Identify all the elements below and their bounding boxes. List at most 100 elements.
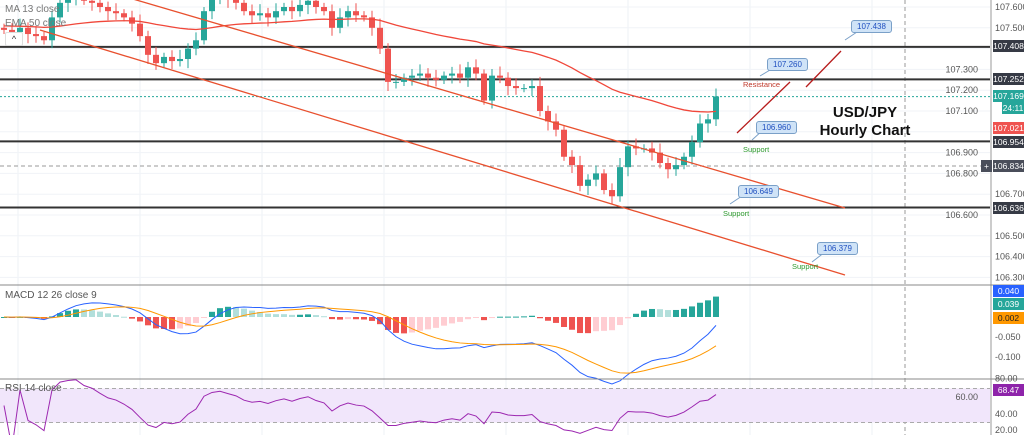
candle-bullish	[393, 81, 399, 83]
ema-legend[interactable]: EMA 50 close	[5, 18, 67, 29]
macd-histogram-bar	[129, 317, 135, 319]
macd-histogram-bar	[713, 296, 719, 317]
candle-bearish	[577, 165, 583, 186]
macd-histogram-bar	[361, 317, 367, 320]
candle-bearish	[369, 17, 375, 28]
candle-bearish	[609, 190, 615, 197]
macd-histogram-bar	[241, 308, 247, 317]
macd-histogram-bar	[489, 317, 495, 319]
price-tick: 106.500	[995, 231, 1024, 241]
price-tick: 107.100	[945, 106, 978, 116]
candle-bullish	[689, 142, 695, 157]
candle-bearish	[425, 73, 431, 78]
macd-histogram-bar	[281, 314, 287, 317]
candle-bearish	[105, 7, 111, 12]
macd-histogram-bar	[185, 317, 191, 327]
macd-legend[interactable]: MACD 12 26 close 9	[5, 290, 97, 301]
macd-histogram-bar	[465, 317, 471, 320]
candle-bearish	[353, 11, 359, 16]
rsi-tick: 60.00	[955, 392, 978, 402]
macd-histogram-bar	[561, 317, 567, 327]
price-tick: 106.600	[945, 210, 978, 220]
candle-bearish	[113, 11, 119, 14]
macd-histogram-bar	[321, 316, 327, 318]
ma-legend[interactable]: MA 13 close	[5, 4, 60, 15]
macd-histogram-bar	[313, 315, 319, 317]
resistance-label: Resistance	[743, 80, 781, 89]
macd-histogram-bar	[113, 314, 119, 317]
macd-histogram-bar	[257, 311, 263, 317]
macd-histogram-bar	[385, 317, 391, 330]
macd-histogram-bar	[529, 315, 535, 317]
candle-bearish	[457, 73, 463, 78]
macd-histogram-bar	[337, 317, 343, 320]
macd-histogram-bar	[473, 317, 479, 318]
collapse-legend-button[interactable]: ^	[5, 32, 23, 46]
candle-bearish	[137, 23, 143, 37]
macd-histogram-bar	[657, 309, 663, 317]
macd-histogram-bar	[441, 317, 447, 326]
macd-histogram-bar	[169, 317, 175, 330]
macd-histogram-bar	[345, 317, 351, 320]
countdown-tag: 24:11	[1002, 102, 1024, 114]
candle-bullish	[617, 167, 623, 197]
candle-bullish	[177, 59, 183, 62]
candle-bullish	[401, 77, 407, 82]
candle-bullish	[449, 73, 455, 76]
callout-107260[interactable]: 107.260	[767, 58, 808, 71]
candle-bearish	[241, 2, 247, 12]
macd-histogram-bar	[57, 313, 63, 317]
rsi-tick: 20.00	[995, 425, 1018, 435]
crosshair-plus-icon[interactable]: +	[981, 160, 992, 172]
chart-title: USD/JPY Hourly Chart	[805, 104, 925, 140]
candle-bullish	[201, 11, 207, 41]
candle-bearish	[569, 156, 575, 166]
macd-tick: -0.100	[995, 352, 1021, 362]
macd-histogram-bar	[65, 310, 71, 317]
candle-bearish	[25, 27, 31, 35]
price-tick: 106.400	[995, 252, 1024, 262]
candle-bearish	[473, 67, 479, 74]
macd-histogram-bar	[513, 316, 519, 318]
macd-histogram-bar	[649, 308, 655, 317]
candle-bullish	[593, 173, 599, 180]
macd-signal-line	[3, 306, 717, 374]
macd-histogram-bar	[137, 317, 143, 322]
level-tag-107252: 107.252	[993, 73, 1024, 85]
macd-histogram-bar	[625, 317, 631, 319]
macd-histogram-bar	[305, 314, 311, 317]
macd-histogram-bar	[121, 316, 127, 318]
macd-histogram-bar	[569, 317, 575, 330]
channel-lower-line	[39, 29, 846, 276]
macd-histogram-bar	[289, 314, 295, 317]
candle-bearish	[121, 13, 127, 18]
breakout-arrow-line-1	[736, 81, 791, 134]
candle-bearish	[505, 77, 511, 87]
candle-bearish	[537, 86, 543, 111]
candle-bullish	[417, 73, 423, 76]
callout-106649[interactable]: 106.649	[738, 185, 779, 198]
callout-106960[interactable]: 106.960	[756, 121, 797, 134]
macd-histogram-bar	[633, 313, 639, 317]
candle-bearish	[545, 111, 551, 122]
support-label-1: Support	[743, 145, 770, 154]
rsi-legend[interactable]: RSI 14 close	[5, 383, 62, 394]
macd-histogram-bar	[425, 317, 431, 330]
callout-106379[interactable]: 106.379	[817, 242, 858, 255]
price-tick: 107.200	[945, 85, 978, 95]
macd-histogram-bar	[553, 317, 559, 323]
rsi-tick: 40.00	[995, 409, 1018, 419]
candle-bearish	[145, 36, 151, 55]
macd-histogram-bar	[617, 317, 623, 326]
candle-bearish	[9, 29, 15, 32]
price-tick: 106.900	[945, 148, 978, 158]
macd-histogram-bar	[417, 317, 423, 331]
candle-bullish	[57, 2, 63, 18]
candle-bullish	[529, 86, 535, 89]
macd-histogram-bar	[585, 317, 591, 334]
macd-histogram-bar	[673, 309, 679, 317]
price-tick: 106.300	[995, 272, 1024, 282]
candle-bullish	[441, 75, 447, 80]
callout-107438[interactable]: 107.438	[851, 20, 892, 33]
